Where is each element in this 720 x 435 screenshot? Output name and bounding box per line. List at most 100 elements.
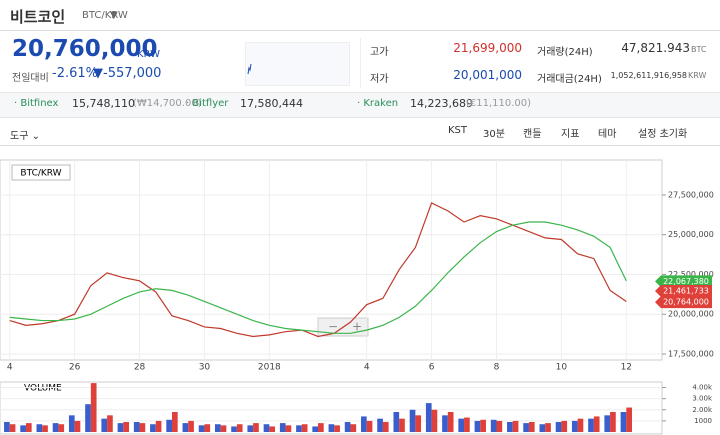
volume-bar <box>626 407 632 432</box>
exchange-name-text: Bitfinex <box>20 98 59 109</box>
volume-bar <box>610 412 616 432</box>
exchange-price: 17,580,444 <box>240 97 303 110</box>
volume-bar <box>620 412 627 432</box>
volume-bar <box>577 418 584 432</box>
volume-bar <box>74 420 81 432</box>
volume-bar <box>247 425 254 432</box>
volume-bar <box>507 422 513 432</box>
exchange-name: · Kraken <box>357 98 399 109</box>
chart: BTC/KRW VOLUME − + 17,500,000 20,000,000 2… <box>0 159 714 435</box>
x-tick-label: 8 <box>494 363 500 373</box>
stat-value: 47,821.943 <box>621 41 690 55</box>
x-tick-label: 4 <box>7 363 13 373</box>
price-tag-label: 21,461,733 <box>663 286 709 295</box>
tool-button[interactable]: 30분 <box>483 129 505 140</box>
volume-bar <box>107 415 113 432</box>
volume-bar <box>496 420 503 432</box>
volume-bar <box>431 409 438 432</box>
volume-bar <box>447 412 454 432</box>
volume-bar <box>198 425 205 432</box>
volume-bar <box>20 425 26 432</box>
tool-button[interactable]: KST <box>448 125 468 136</box>
x-tick-label: 4 <box>364 363 370 373</box>
zoom-out[interactable]: − <box>328 320 338 334</box>
tool-button[interactable]: 테마 <box>598 129 617 140</box>
volume-bar <box>593 416 600 432</box>
volume-bar <box>545 423 551 432</box>
tool-button[interactable]: 도구 ⌄ <box>10 131 40 142</box>
y-tick-label: 17,500,000 <box>668 349 714 358</box>
volume-bar <box>377 418 383 432</box>
volume-bar <box>490 419 497 432</box>
stat-label: 거래대금(24H) <box>537 74 602 85</box>
stat-unit: KRW <box>688 71 707 80</box>
exchange-bar <box>0 92 720 118</box>
price-tag <box>655 275 712 288</box>
stat-unit: BTC <box>691 45 707 54</box>
volume-bar <box>231 426 237 432</box>
exchange-local: (€11,110.00) <box>466 98 532 109</box>
y-tick-label: 25,000,000 <box>668 230 714 239</box>
zoom-in[interactable]: + <box>352 320 362 334</box>
exchange-name: · Bitflyer <box>186 98 229 109</box>
price-tag-label: 22,067,380 <box>663 277 709 286</box>
stat-value: 1,052,611,916,958 <box>610 71 687 80</box>
volume-bar <box>58 424 65 432</box>
exchange-price: 15,748,110 <box>72 97 135 110</box>
volume-bar <box>220 425 227 432</box>
dropdown-arrow[interactable]: ▼ <box>110 10 118 21</box>
y-tick-label: 1000 <box>694 417 712 425</box>
tool-button[interactable]: 캔들 <box>523 129 542 140</box>
volume-bar <box>68 415 75 432</box>
stat-label: 저가 <box>370 74 389 85</box>
exchange-name: · Bitfinex <box>14 98 59 109</box>
volume-bar <box>442 415 448 432</box>
volume-bar <box>334 425 340 432</box>
x-tick-label: 28 <box>134 363 146 373</box>
series-group <box>9 202 627 338</box>
volume-bar <box>318 423 324 432</box>
y-tick-label: 2.00k <box>692 406 713 414</box>
tool-button[interactable]: 설정 초기화 <box>638 129 688 140</box>
stat-label: 고가 <box>370 47 389 58</box>
volume-bar <box>171 412 178 432</box>
volume-bar <box>425 403 432 432</box>
volume-bar <box>528 422 535 432</box>
volume-bar <box>9 424 16 432</box>
volume-bar <box>150 424 156 432</box>
y-tick-label: 22,500,000 <box>668 270 714 279</box>
volume-bar <box>279 423 286 432</box>
divider <box>0 30 720 31</box>
volume-bar <box>188 420 194 432</box>
volume-bar <box>361 416 367 432</box>
volume-bar <box>480 419 486 432</box>
volume-bar <box>25 423 32 432</box>
volume-bar <box>85 404 91 432</box>
plot-frame <box>0 159 663 361</box>
volume-bar <box>393 412 400 432</box>
volume-bar <box>399 418 405 432</box>
price-line <box>9 202 627 338</box>
volume-bar <box>204 424 211 432</box>
pair[interactable]: BTC/KRW <box>82 10 128 21</box>
volume-bar <box>166 419 172 432</box>
title: 비트코인 <box>10 8 66 26</box>
volume-bar <box>382 422 389 432</box>
volume-bar <box>139 423 146 432</box>
x-tick-label: 6 <box>429 363 435 373</box>
exchange-name-text: Bitflyer <box>192 98 229 109</box>
price-tag-label: 20,764,000 <box>663 298 709 307</box>
currency: KRW <box>137 49 160 60</box>
series-group <box>4 383 632 432</box>
volume-bar <box>523 423 529 432</box>
price-tag <box>655 284 712 297</box>
change-pct: -2.61% <box>52 66 98 81</box>
volume-bar <box>474 420 481 432</box>
tool-button[interactable]: 지표 <box>561 129 580 140</box>
volume-bar <box>555 422 562 432</box>
x-tick-label: 2018 <box>258 363 281 373</box>
y-tick-label: 4.00k <box>692 384 713 392</box>
volume-bar <box>123 422 129 432</box>
volume-bar <box>155 420 162 432</box>
